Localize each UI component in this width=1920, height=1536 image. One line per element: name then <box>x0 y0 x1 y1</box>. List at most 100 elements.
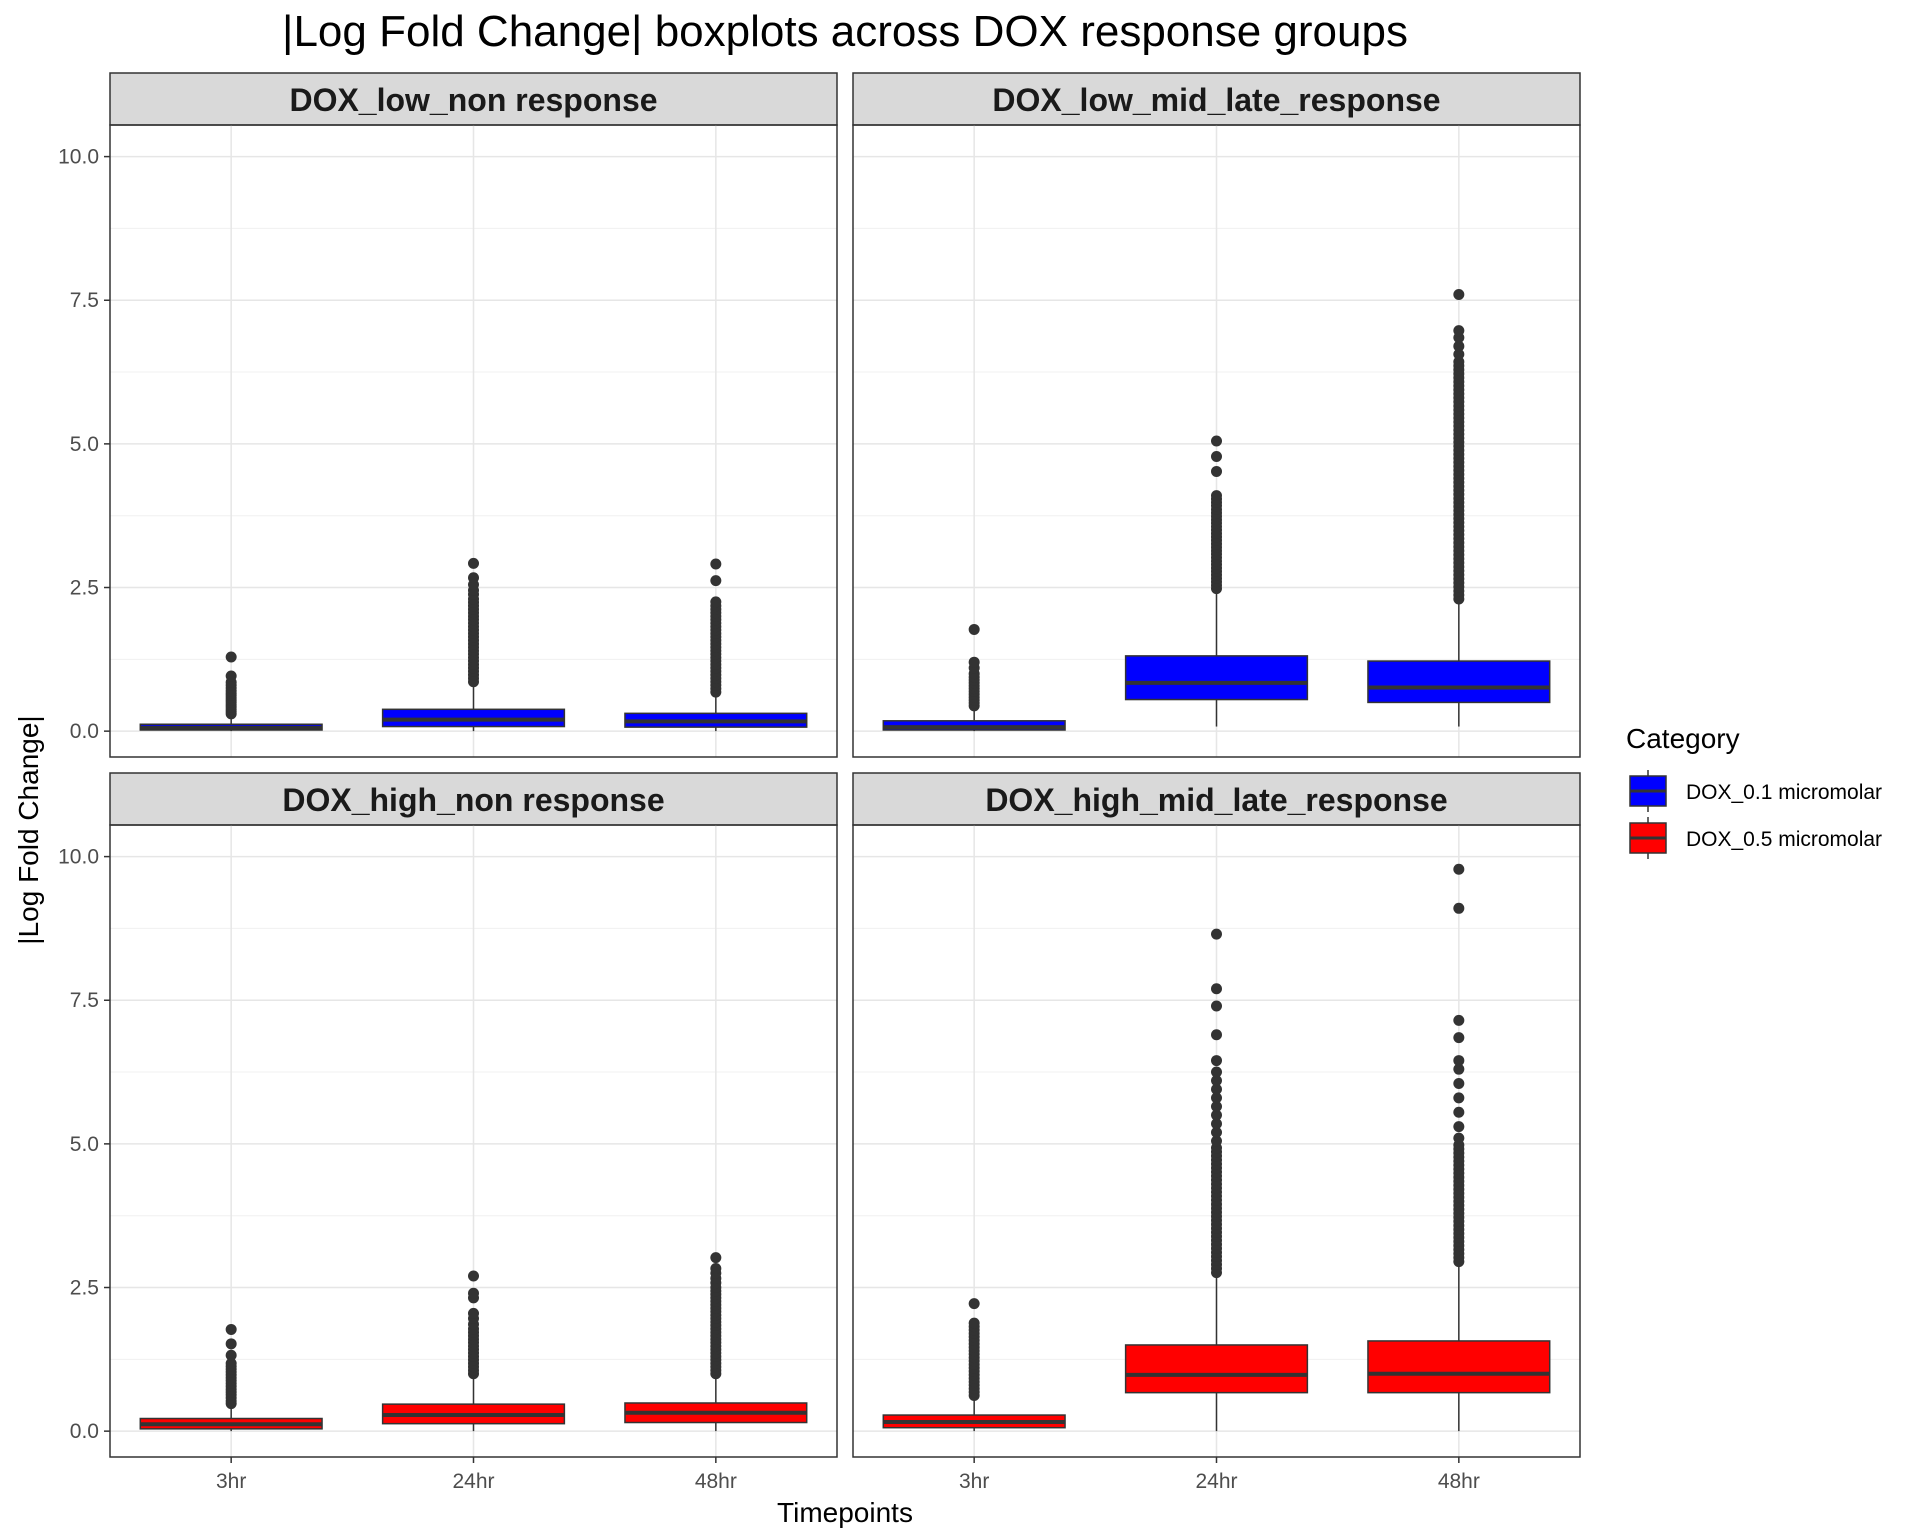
x-tick-label: 3hr <box>216 1470 246 1493</box>
outlier-point <box>1211 1101 1222 1113</box>
outlier-point <box>1453 1132 1465 1144</box>
facet-strip <box>852 772 1581 826</box>
outlier-point <box>468 1307 479 1319</box>
y-tick-label: 5.0 <box>70 433 99 456</box>
outlier-point <box>1211 1092 1222 1104</box>
x-tick-label: 48hr <box>1438 1470 1480 1493</box>
outlier-point <box>225 1323 237 1335</box>
outlier-point <box>1211 465 1222 477</box>
outlier-point <box>710 596 722 608</box>
y-tick-label: 2.5 <box>70 1277 99 1300</box>
legend-label: DOX_0.5 micromolar <box>1686 828 1882 851</box>
outlier-point <box>1211 451 1222 463</box>
outlier-point <box>1211 1126 1222 1138</box>
facet-panel: DOX_low_mid_late_response <box>852 72 1581 758</box>
outlier-point <box>1453 1032 1465 1044</box>
outlier-point <box>968 1298 980 1310</box>
legend-entry: DOX_0.1 micromolar <box>1629 770 1882 812</box>
facet-panels: DOX_low_non response 0.0 2.5 5.0 7.5 10.0 DOX_… <box>58 72 1581 1493</box>
box-body <box>1367 1340 1551 1394</box>
outlier-point <box>1453 1092 1465 1104</box>
facet-label: DOX_high_non response <box>282 782 664 818</box>
outlier-point <box>1453 1055 1465 1067</box>
outlier-point <box>1453 348 1465 360</box>
box-body <box>1124 1344 1309 1394</box>
box-body <box>1124 655 1309 701</box>
panel-border <box>852 124 1581 758</box>
facet-panel: DOX_high_mid_late_response 3hr 24hr 48hr <box>852 772 1581 1493</box>
outlier-point <box>1211 1075 1222 1087</box>
outlier-point <box>225 1338 237 1350</box>
y-tick-label: 0.0 <box>70 1420 99 1443</box>
x-axis-title: Timepoints <box>777 1497 913 1528</box>
x-tick-label: 48hr <box>695 1470 737 1493</box>
outlier-point <box>1453 1121 1465 1133</box>
box-48hr <box>1367 288 1551 727</box>
outlier-point <box>1453 288 1465 300</box>
outlier-point <box>1453 863 1465 875</box>
outlier-point <box>1211 1066 1222 1078</box>
y-tick-label: 7.5 <box>70 989 99 1012</box>
y-tick-label: 7.5 <box>70 289 99 312</box>
y-tick-label: 10.0 <box>58 846 99 869</box>
y-axis-title: |Log Fold Change| <box>13 715 44 944</box>
box-48hr <box>1367 863 1551 1432</box>
x-tick-label: 24hr <box>452 1470 494 1493</box>
outlier-point <box>1453 1063 1465 1075</box>
y-tick-label: 2.5 <box>70 577 99 600</box>
outlier-point <box>1453 902 1465 914</box>
outlier-point <box>1211 1000 1222 1012</box>
facet-strip <box>852 72 1581 126</box>
outlier-point <box>1211 435 1222 447</box>
box-48hr <box>624 558 808 732</box>
outlier-point <box>225 670 237 682</box>
outlier-point <box>225 1349 237 1361</box>
outlier-point <box>710 1252 722 1264</box>
outlier-point <box>968 656 980 668</box>
outlier-point <box>710 1263 722 1275</box>
y-tick-label: 5.0 <box>70 1133 99 1156</box>
y-tick-label: 10.0 <box>58 146 99 169</box>
outlier-point <box>1211 1083 1222 1095</box>
legend: Category DOX_0.1 micromolar DOX_0.5 micro… <box>1626 723 1882 859</box>
legend-title: Category <box>1626 723 1740 754</box>
outlier-point <box>1453 340 1465 352</box>
box-3hr <box>882 623 1066 732</box>
facet-strip <box>109 72 838 126</box>
box-24hr <box>381 557 566 732</box>
box-24hr <box>1124 435 1309 727</box>
outlier-point <box>1211 1118 1222 1130</box>
box-48hr <box>624 1252 808 1432</box>
x-tick-label: 24hr <box>1195 1470 1237 1493</box>
box-24hr <box>381 1270 566 1432</box>
outlier-point <box>1211 928 1222 940</box>
outlier-point <box>1211 983 1222 995</box>
outlier-point <box>1453 1106 1465 1118</box>
outlier-point <box>968 623 980 635</box>
legend-entry: DOX_0.5 micromolar <box>1629 817 1882 859</box>
x-tick-label: 3hr <box>959 1470 989 1493</box>
facet-label: DOX_low_non response <box>289 82 657 118</box>
outlier-point <box>468 1287 479 1299</box>
y-tick-label: 0.0 <box>70 720 99 743</box>
outlier-point <box>1211 490 1222 502</box>
facet-label: DOX_low_mid_late_response <box>992 82 1440 118</box>
panel-border <box>109 124 838 758</box>
box-3hr <box>882 1298 1066 1432</box>
legend-label: DOX_0.1 micromolar <box>1686 781 1882 804</box>
outlier-point <box>968 1317 980 1329</box>
chart-title: |Log Fold Change| boxplots across DOX re… <box>282 7 1408 56</box>
outlier-point <box>1453 325 1465 337</box>
outlier-point <box>1211 1135 1222 1147</box>
outlier-point <box>1453 1078 1465 1090</box>
box-3hr <box>139 1323 323 1432</box>
outlier-point <box>225 1357 237 1369</box>
box-24hr <box>1124 928 1309 1432</box>
outlier-point <box>1211 1029 1222 1041</box>
outlier-point <box>468 557 479 569</box>
box-body <box>1367 660 1551 704</box>
outlier-point <box>468 572 479 584</box>
box-3hr <box>139 651 323 732</box>
facet-label: DOX_high_mid_late_response <box>985 782 1447 818</box>
